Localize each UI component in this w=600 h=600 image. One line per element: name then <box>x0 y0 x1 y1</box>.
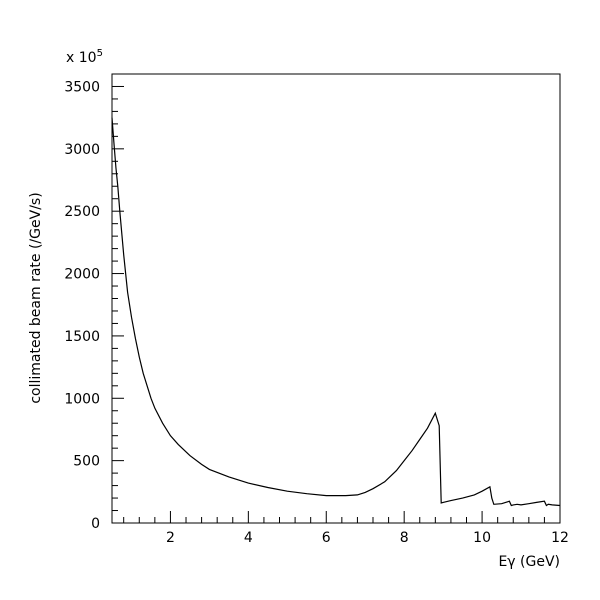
x-tick-label: 4 <box>244 530 253 546</box>
y-tick-label: 0 <box>91 516 100 532</box>
x-tick-label: 10 <box>473 530 491 546</box>
y-tick-label: 500 <box>73 454 100 470</box>
y-tick-label: 1000 <box>64 391 100 407</box>
axis-tick-labels: 2 4 6 8 10 12 0 500 1000 1500 2000 2500 3000 3500 <box>64 79 569 546</box>
x-tick-label: 12 <box>551 530 569 546</box>
x-tick-label: 8 <box>400 530 409 546</box>
y-tick-label: 1500 <box>64 329 100 345</box>
y-multiplier-exponent: 5 <box>97 48 103 59</box>
y-tick-label: 3000 <box>64 142 100 158</box>
x-axis-label: Eγ (GeV) <box>498 554 560 570</box>
x-tick-label: 6 <box>322 530 331 546</box>
y-multiplier-label: x 105 <box>66 48 103 66</box>
plot-frame <box>111 73 561 524</box>
y-tick-label: 3500 <box>64 79 100 95</box>
axis-ticks <box>112 73 561 524</box>
y-axis-label: collimated beam rate (/GeV/s) <box>28 192 44 403</box>
y-tick-label: 2000 <box>64 267 100 283</box>
series-line <box>111 117 561 507</box>
y-tick-label: 2500 <box>64 204 100 220</box>
x-tick-label: 2 <box>166 530 175 546</box>
